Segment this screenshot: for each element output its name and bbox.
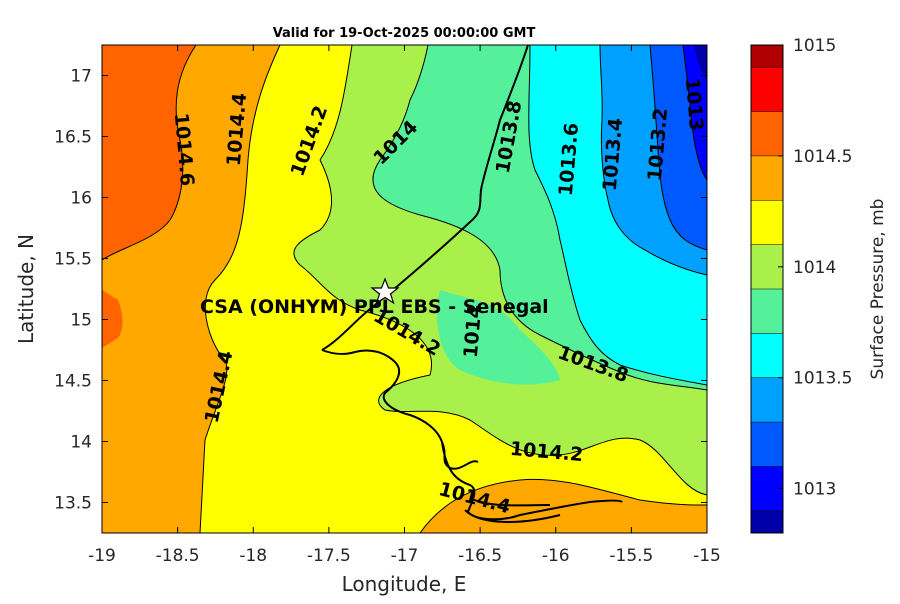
x-tick-label: -16.5 bbox=[458, 546, 502, 566]
contour-line-13-5 bbox=[599, 45, 707, 276]
x-tick-label: -18 bbox=[239, 546, 267, 566]
colorbar-label: Surface Pressure, mb bbox=[868, 199, 888, 380]
contour-lines bbox=[102, 45, 707, 533]
station-label: CSA (ONHYM) PPL EBS - Senegal bbox=[200, 296, 549, 318]
station-marker: CSA (ONHYM) PPL EBS - Senegal bbox=[200, 277, 549, 318]
y-tick-label: 15 bbox=[70, 311, 92, 331]
colorbar-tick-label: 1014 bbox=[793, 258, 836, 278]
colorbar: 1013 1013.5 1014 1014.5 1015 Surface Pressur… bbox=[750, 36, 888, 534]
contour-line-13-3 bbox=[649, 45, 707, 251]
colorbar-band bbox=[751, 45, 783, 68]
colorbar-band bbox=[751, 200, 783, 245]
contour-line-13-9 bbox=[372, 45, 707, 391]
colorbar-band bbox=[751, 466, 783, 511]
band-1014-5-sw bbox=[102, 290, 123, 348]
y-axis-label: Latitude, N bbox=[14, 234, 38, 344]
contour-line-13-7 bbox=[528, 45, 707, 386]
contour-line-14-1 bbox=[293, 45, 707, 496]
x-tick-label: -15 bbox=[693, 546, 721, 566]
y-tick-label: 16 bbox=[70, 189, 92, 209]
coastline bbox=[321, 45, 623, 523]
colorbar-band bbox=[751, 244, 783, 289]
band-1012-9 bbox=[694, 45, 707, 80]
x-tick-label: -15.5 bbox=[609, 546, 653, 566]
colorbar-band bbox=[751, 155, 783, 201]
y-tick-label: 14.5 bbox=[54, 372, 92, 392]
y-tick-label: 15.5 bbox=[54, 250, 92, 270]
colorbar-band bbox=[751, 333, 783, 378]
x-tick-label: -19 bbox=[88, 546, 116, 566]
y-tick-label: 14 bbox=[70, 433, 92, 453]
colorbar-band bbox=[751, 377, 783, 423]
contour-line-14-3 bbox=[199, 45, 281, 533]
colorbar-tick-label: 1015 bbox=[793, 36, 836, 56]
colorbar-band bbox=[751, 67, 783, 112]
x-tick-label: -17.5 bbox=[307, 546, 351, 566]
band-1013-9-sw bbox=[436, 290, 560, 385]
colorbar-band bbox=[751, 510, 783, 533]
y-tick-label: 13.5 bbox=[54, 494, 92, 514]
x-tick-label: -16 bbox=[542, 546, 570, 566]
colorbar-tick-label: 1014.5 bbox=[793, 147, 852, 167]
figure-title: Valid for 19-Oct-2025 00:00:00 GMT bbox=[273, 26, 536, 41]
band-1014-5 bbox=[102, 45, 196, 260]
coastline-south bbox=[441, 441, 623, 523]
contour-line-14-5 bbox=[102, 45, 197, 261]
x-axis-ticks: -19 -18.5 -18 -17.5 -17 -16.5 -16 -15.5 -15 bbox=[88, 45, 721, 566]
colorbar-band bbox=[751, 422, 783, 467]
map-plot-area: CSA (ONHYM) PPL EBS - Senegal 1014.6 101… bbox=[102, 45, 707, 533]
y-tick-label: 16.5 bbox=[54, 128, 92, 148]
colorbar-tick-label: 1013.5 bbox=[793, 369, 852, 389]
colorbar-frame bbox=[750, 44, 784, 534]
colorbar-ticks: 1013 1013.5 1014 1014.5 1015 bbox=[778, 36, 852, 500]
x-axis-label: Longitude, E bbox=[342, 572, 467, 596]
x-tick-label: -18.5 bbox=[156, 546, 200, 566]
colorbar-band bbox=[751, 289, 783, 334]
contour-line-14-3b bbox=[419, 478, 707, 533]
coastline-north bbox=[321, 45, 529, 351]
band-1013-1 bbox=[683, 45, 707, 180]
colorbar-bands bbox=[751, 45, 783, 533]
colorbar-band bbox=[751, 111, 783, 156]
contour-line-13-1 bbox=[682, 45, 707, 181]
x-tick-label: -17 bbox=[391, 546, 419, 566]
y-tick-label: 17 bbox=[70, 67, 92, 87]
contour-label: 1014 bbox=[460, 304, 487, 359]
star-icon bbox=[370, 277, 400, 305]
y-axis-ticks: 13.5 14 14.5 15 15.5 16 16.5 17 bbox=[54, 67, 707, 514]
contour-label: 1013 bbox=[681, 77, 708, 132]
colorbar-tick-label: 1013 bbox=[793, 480, 836, 500]
